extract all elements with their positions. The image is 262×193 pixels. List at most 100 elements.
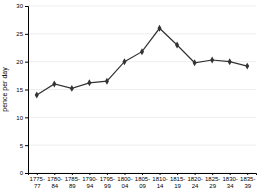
tick-label-line: 34 xyxy=(227,183,234,189)
tick: 1825-29 xyxy=(205,173,220,189)
tick-label: 1810-14 xyxy=(152,176,167,188)
tick: 20 xyxy=(16,59,28,65)
chart: 0510152025301775-771780-841785-891790-94… xyxy=(0,0,262,193)
grid-line xyxy=(28,145,256,146)
line xyxy=(37,28,247,95)
tick-mark xyxy=(25,145,28,146)
tick-mark xyxy=(25,173,28,174)
grid xyxy=(28,6,256,173)
tick-label: 1785-89 xyxy=(65,176,80,188)
tick-label: 5 xyxy=(20,143,24,149)
tick-label-line: 94 xyxy=(87,183,94,189)
point xyxy=(193,59,197,66)
tick-mark xyxy=(25,6,28,7)
point xyxy=(52,80,56,87)
tick-label-line: 29 xyxy=(209,183,216,189)
tick-label-line: 09 xyxy=(139,183,146,189)
tick-label: 1825-29 xyxy=(205,176,220,188)
tick-mark xyxy=(107,173,108,175)
tick-label-line: 77 xyxy=(34,183,41,189)
tick-mark xyxy=(25,90,28,91)
point xyxy=(35,92,39,99)
tick: 1830-34 xyxy=(223,173,238,189)
tick-label-line: 99 xyxy=(104,183,111,189)
tick-label: 1805-09 xyxy=(135,176,150,188)
tick-label-line: 89 xyxy=(69,183,76,189)
point xyxy=(158,25,162,32)
tick: 1810-14 xyxy=(152,173,167,189)
grid-line xyxy=(28,89,256,90)
tick: 15 xyxy=(16,87,28,93)
tick-label-line: 24 xyxy=(192,183,199,189)
tick-label: 15 xyxy=(16,87,23,93)
point xyxy=(87,79,91,86)
grid-line xyxy=(28,6,256,7)
tick-mark xyxy=(142,173,143,175)
point xyxy=(175,41,179,48)
tick-label-line: 1805- xyxy=(135,176,150,182)
grid-line xyxy=(28,117,256,118)
tick-label-line: 04 xyxy=(122,183,129,189)
tick-label-line: 1795- xyxy=(100,176,115,182)
tick-label-line: 1830- xyxy=(223,176,238,182)
tick-label-line: 84 xyxy=(51,183,58,189)
tick-label: 1815-19 xyxy=(170,176,185,188)
axis-title: pence per day xyxy=(1,67,9,112)
tick-label: 1775-77 xyxy=(30,176,45,188)
tick-label: 1820-24 xyxy=(187,176,202,188)
tick-mark xyxy=(195,173,196,175)
tick-label-line: 1825- xyxy=(205,176,220,182)
tick-label-line: 1815- xyxy=(170,176,185,182)
plot: 0510152025301775-771780-841785-891790-94… xyxy=(16,3,256,188)
tick-label: 25 xyxy=(16,31,23,37)
tick-mark xyxy=(25,62,28,63)
tick-mark xyxy=(124,173,125,175)
tick-label: 1780-84 xyxy=(47,176,62,188)
marks xyxy=(35,25,249,99)
tick: 25 xyxy=(16,31,28,37)
tick-label: 1790-94 xyxy=(82,176,97,188)
tick-label: 30 xyxy=(16,3,23,9)
tick-label: 1800-04 xyxy=(117,176,132,188)
tick: 10 xyxy=(16,115,28,121)
tick: 1780-84 xyxy=(47,173,62,189)
tick-label: 20 xyxy=(16,59,23,65)
point xyxy=(228,58,232,65)
tick-mark xyxy=(25,34,28,35)
x-axis: 1775-771780-841785-891790-941795-991800-… xyxy=(29,173,257,189)
tick: 5 xyxy=(20,143,28,149)
point xyxy=(140,48,144,55)
tick-mark xyxy=(25,117,28,118)
tick-label: 10 xyxy=(16,115,23,121)
point xyxy=(210,57,214,64)
point xyxy=(122,58,126,65)
tick: 1790-94 xyxy=(82,173,97,189)
point xyxy=(70,85,74,92)
tick: 1815-19 xyxy=(170,173,185,189)
tick-mark xyxy=(37,173,38,175)
tick-label-line: 1775- xyxy=(30,176,45,182)
tick: 1800-04 xyxy=(117,173,132,189)
tick-label-line: 1790- xyxy=(82,176,97,182)
tick-mark xyxy=(54,173,55,175)
tick: 1775-77 xyxy=(30,173,45,189)
tick-mark xyxy=(177,173,178,175)
tick-label-line: 1780- xyxy=(47,176,62,182)
grid-line xyxy=(28,33,256,34)
tick-label-line: 1800- xyxy=(117,176,132,182)
tick: 1835-39 xyxy=(240,173,255,189)
axis-line xyxy=(29,174,257,176)
tick-label-line: 1835- xyxy=(240,176,255,182)
tick-mark xyxy=(72,173,73,175)
tick-label: 1830-34 xyxy=(223,176,238,188)
tick: 30 xyxy=(16,3,28,9)
tick-label-line: 1785- xyxy=(65,176,80,182)
tick-label-line: 39 xyxy=(244,183,251,189)
tick: 0 xyxy=(20,170,28,176)
tick: 1820-24 xyxy=(187,173,202,189)
tick: 1785-89 xyxy=(65,173,80,189)
tick-mark xyxy=(160,173,161,175)
tick-label: 0 xyxy=(20,170,24,176)
axis-line xyxy=(25,7,29,174)
tick-mark xyxy=(89,173,90,175)
